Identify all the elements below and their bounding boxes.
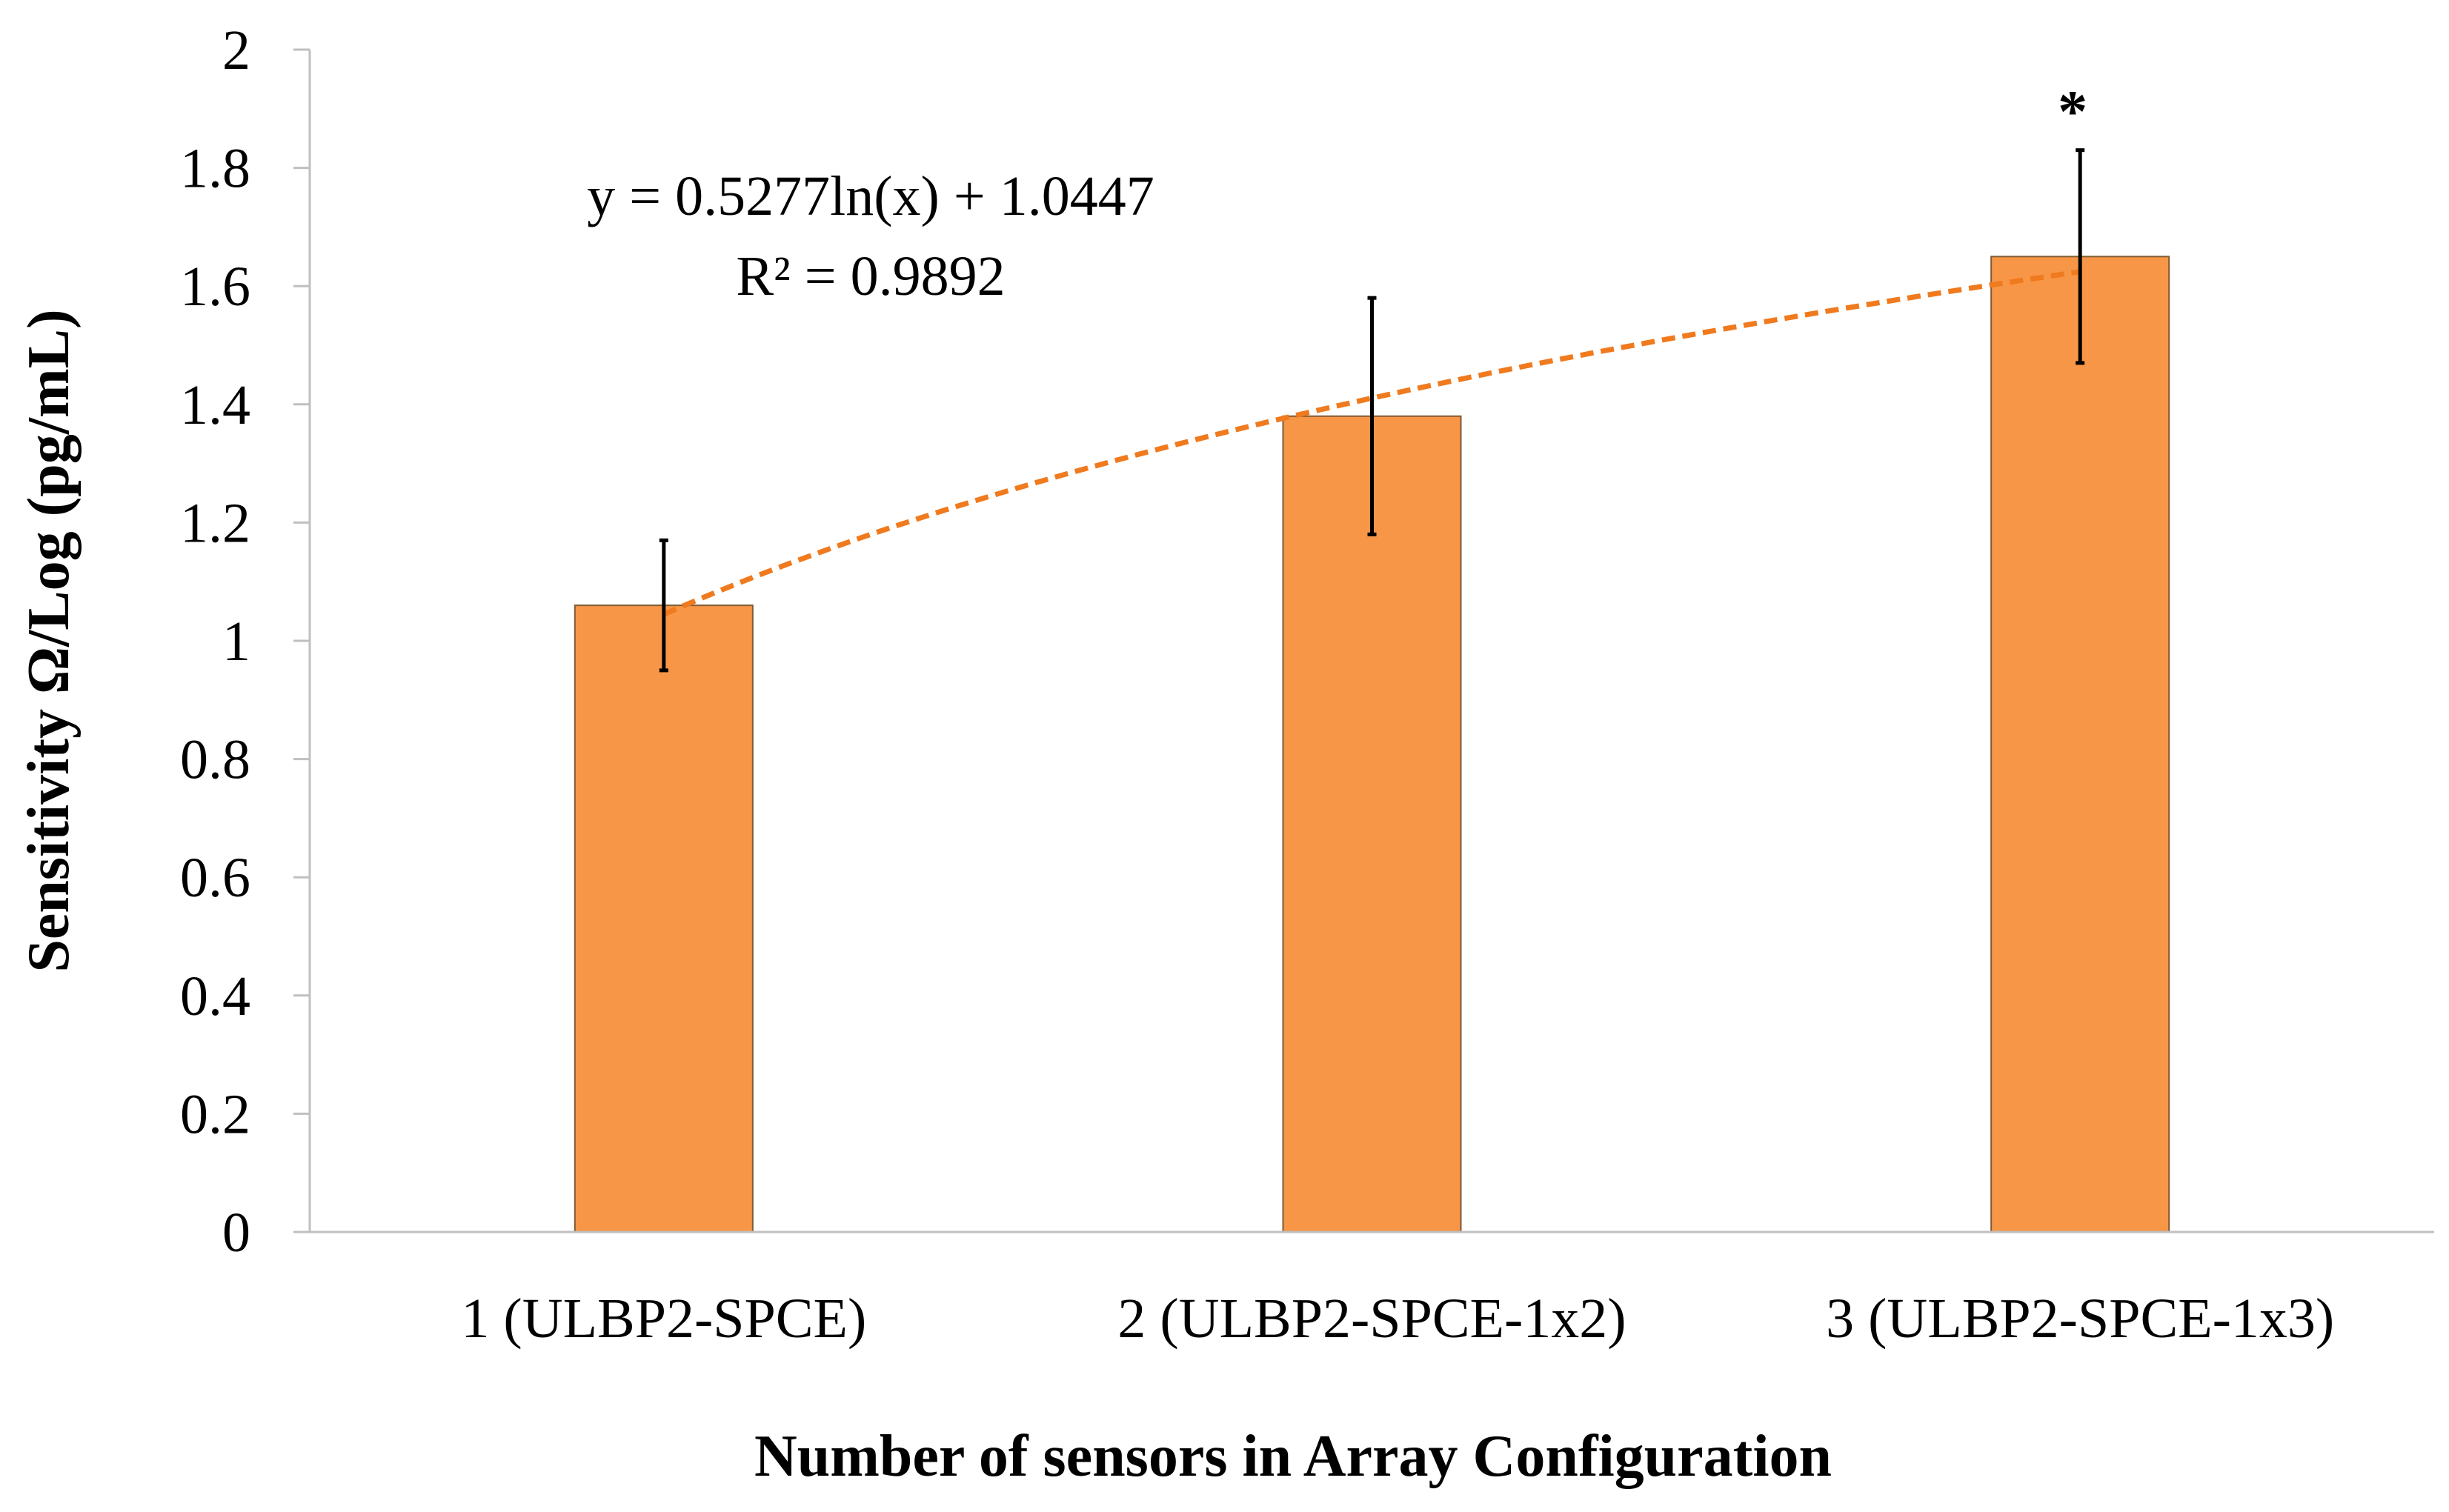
y-tick-label: 1.6 bbox=[180, 256, 250, 318]
significance-star: * bbox=[2058, 80, 2087, 145]
x-axis-title: Number of sensors in Array Configuration bbox=[754, 1424, 1832, 1489]
y-tick-label: 1.4 bbox=[180, 374, 250, 436]
bar bbox=[574, 605, 754, 1233]
y-tick-label: 0.4 bbox=[180, 965, 250, 1028]
y-tick-label: 0.2 bbox=[180, 1083, 250, 1145]
y-tick-label: 1.2 bbox=[180, 492, 250, 554]
trendline-equation: y = 0.5277ln(x) + 1.0447 bbox=[587, 165, 1154, 227]
y-axis-title: Sensitivity Ω/Log (pg/mL) bbox=[16, 309, 82, 972]
trendline-layer bbox=[662, 269, 2081, 617]
x-category-label: 2 (ULBP2-SPCE-1x2) bbox=[1117, 1288, 1626, 1350]
axes-layer bbox=[293, 48, 2434, 1233]
x-category-label: 1 (ULBP2-SPCE) bbox=[461, 1288, 866, 1350]
y-tick-label: 1 bbox=[222, 610, 250, 673]
error-bars-layer bbox=[659, 148, 2085, 673]
y-tick-label: 0 bbox=[222, 1202, 250, 1264]
bar bbox=[1990, 256, 2170, 1233]
x-category-label: 3 (ULBP2-SPCE-1x3) bbox=[1826, 1288, 2334, 1350]
y-tick-label: 2 bbox=[222, 19, 250, 81]
labels-layer: 0 0.2 0.4 0.6 0.8 1 1.2 1.4 1.6 1.8 2 1 (ULBP2-SPCE… bbox=[16, 19, 2334, 1489]
bar bbox=[1282, 415, 1462, 1233]
y-tick-label: 0.8 bbox=[180, 729, 250, 791]
trendline-r-squared: R² = 0.9892 bbox=[736, 245, 1005, 307]
trendline bbox=[662, 269, 2081, 617]
y-tick-label: 0.6 bbox=[180, 847, 250, 909]
y-tick-label: 1.8 bbox=[180, 138, 250, 200]
